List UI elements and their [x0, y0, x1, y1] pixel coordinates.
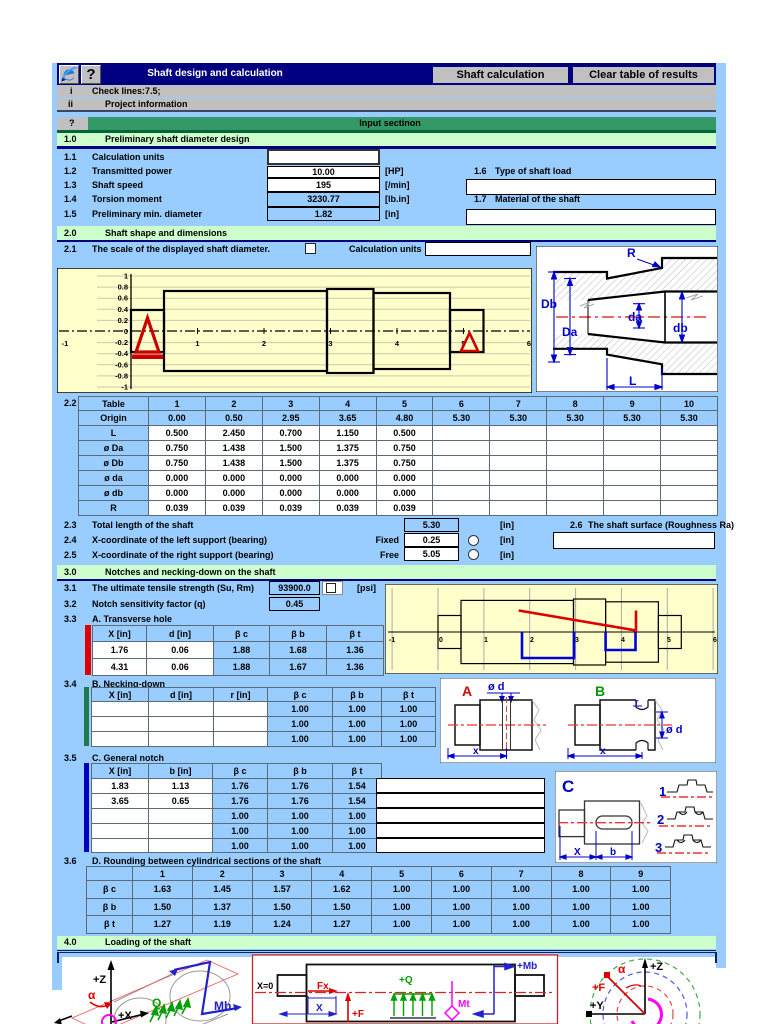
svg-text:A: A — [462, 683, 472, 699]
svg-text:0.6: 0.6 — [118, 294, 128, 303]
svg-text:-0.6: -0.6 — [115, 360, 128, 369]
svg-text:α: α — [88, 988, 96, 1002]
svg-text:2: 2 — [530, 637, 534, 644]
svg-text:0: 0 — [124, 327, 128, 336]
svg-text:3: 3 — [655, 840, 662, 855]
svg-text:+F: +F — [352, 1009, 364, 1020]
svg-text:1: 1 — [124, 272, 128, 281]
svg-text:+Y: +Y — [590, 1000, 604, 1012]
svg-text:+F: +F — [592, 982, 605, 994]
svg-text:R: R — [627, 246, 636, 260]
svg-text:ø d: ø d — [666, 724, 683, 736]
svg-text:X: X — [316, 1003, 323, 1014]
svg-text:B: B — [595, 683, 605, 699]
svg-text:Mt: Mt — [458, 999, 470, 1010]
svg-text:2: 2 — [657, 812, 664, 827]
svg-text:0.8: 0.8 — [118, 283, 128, 292]
svg-text:x: x — [600, 746, 606, 757]
svg-text:1: 1 — [195, 339, 199, 348]
svg-text:L: L — [629, 374, 636, 388]
svg-text:4: 4 — [621, 637, 625, 644]
svg-text:+Z: +Z — [650, 961, 663, 973]
svg-text:-1: -1 — [121, 383, 128, 392]
svg-text:r: r — [635, 697, 639, 707]
svg-text:-1: -1 — [389, 637, 395, 644]
svg-text:-0.8: -0.8 — [115, 371, 128, 380]
svg-text:-1: -1 — [62, 339, 69, 348]
svg-text:1: 1 — [484, 637, 488, 644]
svg-text:Fx: Fx — [317, 981, 329, 992]
svg-text:Q: Q — [152, 996, 161, 1010]
svg-text:Db: Db — [541, 297, 557, 311]
svg-text:+Z: +Z — [93, 974, 106, 986]
svg-text:0.4: 0.4 — [118, 305, 129, 314]
svg-text:-0.4: -0.4 — [115, 349, 129, 358]
svg-text:α: α — [618, 962, 626, 976]
svg-text:db: db — [673, 321, 688, 335]
svg-text:x: x — [473, 746, 479, 757]
svg-text:+Q: +Q — [399, 975, 413, 986]
svg-text:Da: Da — [562, 325, 578, 339]
svg-text:2: 2 — [262, 339, 266, 348]
svg-text:-0.2: -0.2 — [115, 338, 128, 347]
svg-text:0.2: 0.2 — [118, 316, 128, 325]
svg-text:1: 1 — [659, 784, 666, 799]
svg-text:C: C — [562, 777, 574, 796]
svg-text:X=0: X=0 — [257, 981, 273, 991]
svg-text:0: 0 — [439, 637, 443, 644]
svg-text:4: 4 — [395, 339, 400, 348]
svg-text:X: X — [574, 847, 581, 858]
svg-text:6: 6 — [713, 637, 717, 644]
svg-text:b: b — [610, 847, 616, 858]
svg-text:ø d: ø d — [488, 681, 505, 693]
svg-text:3: 3 — [328, 339, 332, 348]
svg-text:5: 5 — [667, 637, 671, 644]
svg-text:3: 3 — [575, 637, 579, 644]
svg-text:6: 6 — [527, 339, 531, 348]
svg-text:+Mb: +Mb — [517, 961, 537, 972]
svg-text:da: da — [628, 310, 642, 324]
